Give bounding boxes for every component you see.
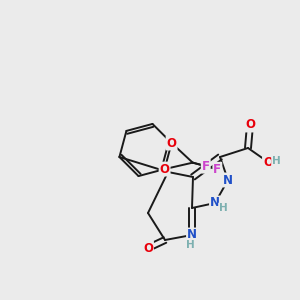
Text: N: N [223,173,233,187]
Text: H: H [186,240,195,250]
Text: O: O [245,118,255,131]
Text: O: O [167,136,177,149]
Text: N: N [210,196,220,209]
Text: H: H [272,155,281,166]
Text: N: N [187,229,197,242]
Text: O: O [143,242,153,254]
Text: H: H [219,203,228,213]
Text: O: O [263,155,273,169]
Text: F: F [202,160,210,172]
Text: O: O [160,163,170,176]
Text: F: F [213,163,221,176]
